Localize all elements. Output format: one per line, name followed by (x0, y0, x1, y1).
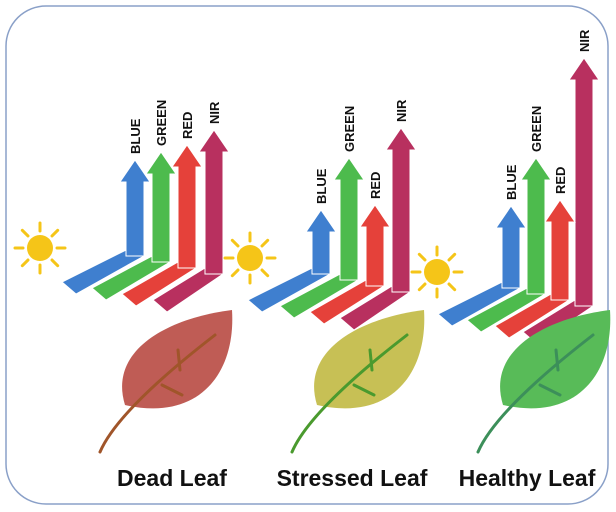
band-label: GREEN (342, 106, 357, 152)
leaf-title: Healthy Leaf (459, 465, 596, 491)
sun (27, 235, 53, 261)
leaf-title: Stressed Leaf (277, 465, 428, 491)
band-label: RED (553, 167, 568, 194)
leaf-title: Dead Leaf (117, 465, 227, 491)
band-label: GREEN (529, 106, 544, 152)
band-label: GREEN (154, 100, 169, 146)
band-label: NIR (577, 29, 592, 52)
band-label: NIR (394, 99, 409, 122)
band-label: RED (180, 112, 195, 139)
band-label: BLUE (128, 118, 143, 154)
sun (237, 245, 263, 271)
sun (424, 259, 450, 285)
band-label: RED (368, 172, 383, 199)
band-label: BLUE (504, 164, 519, 200)
band-label: NIR (207, 101, 222, 124)
band-label: BLUE (314, 168, 329, 204)
diagram: NIR RED GREEN BLUE Dead Leaf NIR RED GREEN BLUE S… (0, 0, 616, 512)
